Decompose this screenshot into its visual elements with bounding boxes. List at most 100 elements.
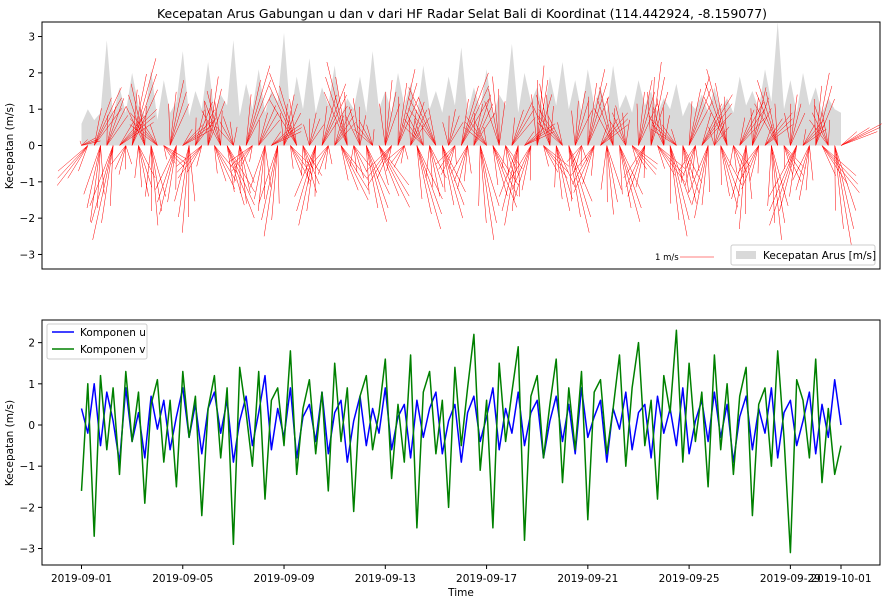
quiver-arrow: [606, 145, 618, 203]
quiver-arrow: [353, 145, 358, 173]
quiver-arrow: [145, 145, 152, 197]
quiver-arrow: [691, 145, 709, 206]
quiver-arrow: [271, 145, 278, 221]
quiver-arrow: [813, 98, 816, 146]
quiver-arrow: [379, 103, 386, 146]
quiver-arrow: [372, 129, 375, 146]
quiver-arrow: [571, 110, 576, 146]
quiver-arrow: [574, 90, 586, 146]
quiver-arrow: [138, 145, 149, 197]
quiver-arrow: [608, 119, 627, 146]
bottom-x-tick-label: 2019-10-01: [810, 573, 871, 585]
quiver-arrow: [739, 145, 759, 182]
quiver-arrow: [767, 145, 772, 206]
quiver-arrow: [757, 80, 778, 146]
quiver-arrow: [600, 118, 618, 146]
quiver-arrow: [239, 145, 251, 194]
quiver-arrow: [752, 87, 767, 146]
quiver-arrow: [325, 76, 348, 146]
quiver-arrow: [714, 116, 722, 146]
quiver-arrow: [93, 108, 123, 146]
quiver-arrow: [201, 110, 221, 146]
quiver-arrow: [769, 145, 797, 212]
quiver-arrow: [555, 145, 571, 211]
quiver-arrow: [397, 96, 399, 146]
quiver-arrow: [546, 94, 551, 146]
quiver-arrow: [720, 145, 738, 208]
quiver-arrow: [207, 88, 222, 146]
quiver-arrow: [688, 145, 709, 193]
quiver-arrow: [334, 115, 344, 146]
quiver-arrow: [328, 145, 333, 165]
quiver-arrow: [195, 109, 215, 146]
quiver-arrow: [538, 109, 563, 146]
quiver-arrow: [408, 97, 437, 146]
quiver-arrow: [378, 145, 409, 186]
quiver-arrow: [410, 109, 417, 146]
quiver-arrow: [441, 145, 456, 175]
quiver-arrow: [479, 145, 500, 206]
quiver-arrow: [326, 61, 348, 146]
quiver-key-label: 1 m/s: [655, 253, 679, 263]
top-y-tick-label: 3: [28, 32, 35, 44]
quiver-arrow: [600, 145, 608, 190]
quiver-arrow: [504, 145, 519, 226]
quiver-arrow: [296, 145, 316, 212]
quiver-arrow: [650, 128, 677, 146]
quiver-arrow: [385, 91, 397, 146]
quiver-arrow: [587, 96, 589, 146]
component-v-line: [80, 329, 842, 554]
quiver-arrow: [222, 116, 234, 146]
quiver-arrow: [138, 145, 153, 188]
quiver-arrow: [669, 145, 690, 221]
quiver-arrow: [418, 97, 437, 146]
quiver-arrow: [587, 82, 597, 146]
quiver-arrow: [461, 85, 489, 146]
quiver-arrow: [815, 72, 830, 146]
quiver-arrow: [268, 98, 297, 146]
quiver-arrow: [340, 145, 359, 191]
quiver-arrow: [334, 115, 354, 146]
quiver-arrow: [79, 140, 82, 146]
quiver-arrow: [573, 145, 595, 193]
quiver-arrow: [764, 112, 793, 146]
quiver-arrow: [220, 110, 223, 146]
quiver-arrow: [774, 103, 778, 146]
quiver-arrow: [524, 127, 545, 146]
quiver-arrow: [378, 145, 389, 186]
quiver-arrow: [106, 106, 127, 146]
quiver-arrow: [771, 145, 775, 223]
quiver-arrow: [442, 145, 446, 193]
quiver-arrow: [790, 112, 806, 146]
quiver-arrow: [230, 145, 253, 167]
quiver-arrow: [701, 94, 733, 146]
quiver-arrow: [492, 145, 518, 197]
quiver-arrow: [694, 145, 709, 219]
top-y-tick-label: −3: [20, 249, 35, 261]
quiver-arrow: [157, 145, 177, 203]
quiver-arrow: [277, 145, 280, 204]
quiver-arrow: [478, 145, 481, 206]
quiver-arrow: [492, 76, 500, 146]
quiver-arrow: [182, 129, 193, 146]
quiver-arrow: [532, 105, 551, 146]
quiver-arrow: [366, 124, 373, 146]
quiver-arrow: [214, 145, 236, 190]
quiver-arrow: [483, 126, 487, 146]
quiver-arrow: [283, 112, 302, 146]
bottom-x-axis-label: Time: [447, 587, 474, 599]
quiver-arrow: [334, 109, 352, 146]
quiver-arrow: [511, 145, 532, 191]
quiver-arrow: [428, 108, 437, 146]
bottom-y-tick-label: −2: [20, 502, 35, 514]
quiver-arrow: [834, 145, 836, 211]
quiver-arrow: [802, 119, 824, 146]
quiver-arrow: [219, 121, 234, 146]
quiver-arrow: [600, 124, 629, 146]
quiver-arrow: [442, 145, 455, 206]
top-chart-title: Kecepatan Arus Gabungan u dan v dari HF …: [157, 6, 767, 21]
quiver-arrow: [663, 115, 670, 146]
quiver-arrow: [207, 88, 212, 146]
quiver-arrow: [177, 145, 203, 179]
quiver-arrow: [566, 145, 582, 162]
